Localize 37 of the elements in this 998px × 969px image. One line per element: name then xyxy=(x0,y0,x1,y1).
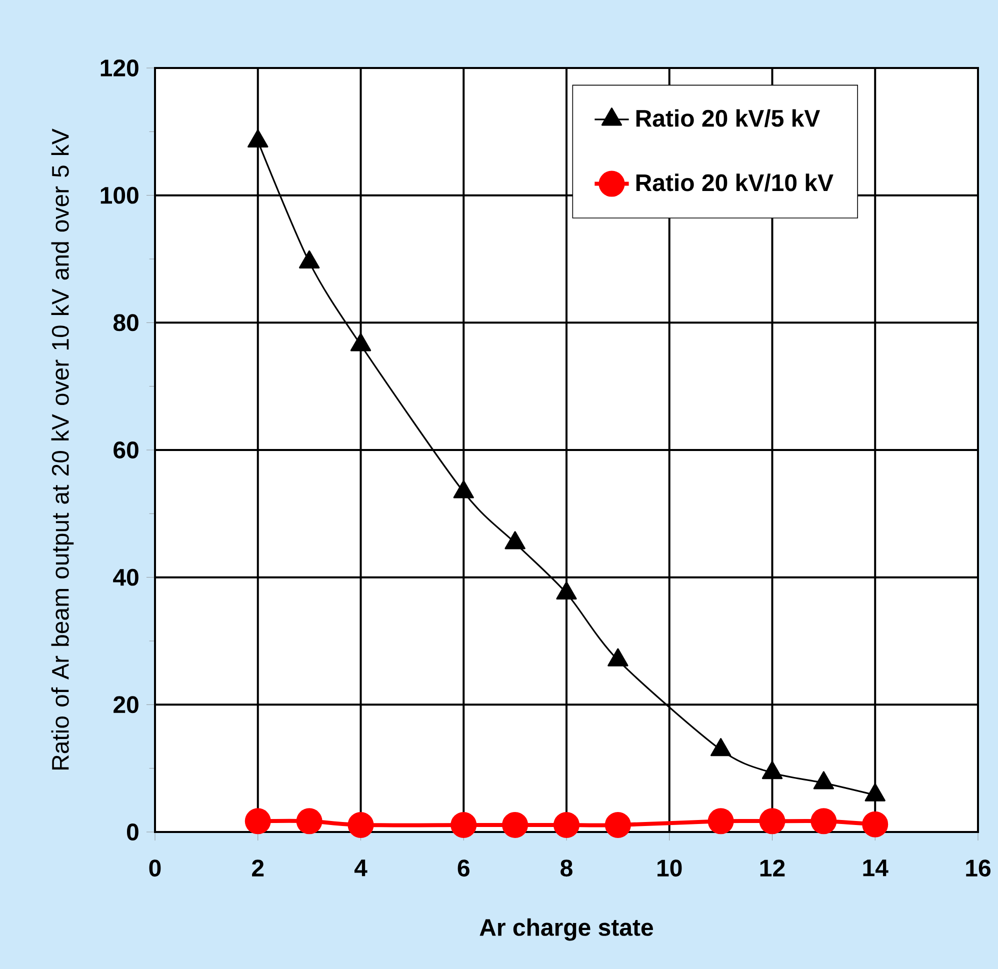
point xyxy=(450,812,477,838)
x-tick-label: 8 xyxy=(560,860,572,877)
point xyxy=(604,812,631,838)
point xyxy=(504,531,526,550)
point xyxy=(248,129,268,148)
x-tick-label: 10 xyxy=(658,860,682,877)
point xyxy=(348,812,374,838)
x-tick-label: 2 xyxy=(252,860,264,876)
y-tick-label: 100 xyxy=(100,186,138,204)
point xyxy=(350,333,372,352)
x-tick-label: 6 xyxy=(458,860,470,877)
legend-label: Ratio 20 kV/10 kV xyxy=(636,174,834,192)
point xyxy=(759,808,786,834)
point xyxy=(298,250,320,268)
y-tick-label: 20 xyxy=(114,696,138,714)
point xyxy=(502,812,528,838)
point xyxy=(862,811,888,838)
x-tick-label: 4 xyxy=(354,860,368,876)
point xyxy=(556,581,577,600)
y-tick-label: 80 xyxy=(113,314,138,332)
y-tick-label: 60 xyxy=(114,442,138,458)
y-tick-label: 0 xyxy=(126,824,138,840)
x-tick-label: 12 xyxy=(760,860,785,876)
point xyxy=(810,808,837,834)
point xyxy=(244,808,271,834)
point xyxy=(554,812,580,838)
x-tick-label: 0 xyxy=(149,860,161,877)
x-tick-label: 14 xyxy=(863,860,888,876)
point xyxy=(296,808,322,834)
point xyxy=(708,808,734,834)
legend-label: Ratio 20 kV/5 kV xyxy=(636,109,820,128)
y-axis-title: Ratio of Ar beam output at 20 kV over 10 kV and over 5 kV xyxy=(51,128,74,770)
point xyxy=(453,480,474,498)
x-axis-title: Ar charge state xyxy=(480,918,653,941)
y-tick-label: 120 xyxy=(100,60,138,76)
x-tick-label: 16 xyxy=(966,860,990,877)
y-tick-label: 40 xyxy=(113,568,138,586)
